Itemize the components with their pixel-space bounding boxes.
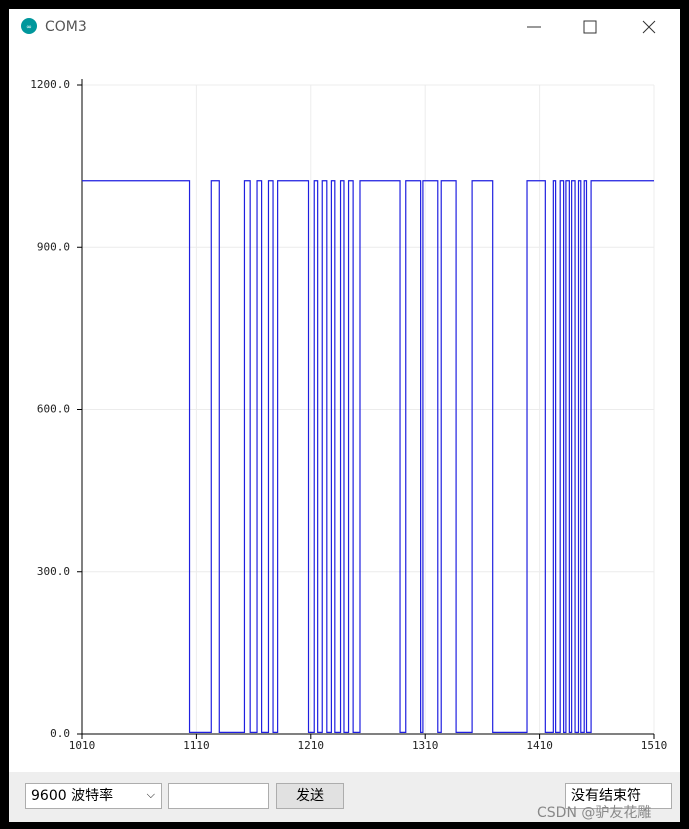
app-icon [21, 18, 37, 34]
x-tick-label: 1410 [526, 739, 553, 752]
line-ending-label: 没有结束符 [571, 788, 641, 804]
app-icon-glyph: ∞ [26, 23, 32, 31]
send-button[interactable]: 发送 [276, 783, 344, 809]
window: ∞ COM3 0.0 300.0 600.0 900.0 1200.0 1010 1110 1… [9, 9, 680, 822]
x-tick-label: 1310 [412, 739, 439, 752]
y-tick-label: 1200.0 [30, 78, 70, 91]
window-title: COM3 [45, 19, 87, 35]
baud-label: 9600 波特率 [31, 788, 114, 804]
chart: 0.0 300.0 600.0 900.0 1200.0 1010 1110 1210 1310… [30, 78, 667, 752]
data-line [82, 180, 654, 733]
x-tick-label: 1010 [69, 739, 96, 752]
y-tick-label: 0.0 [50, 727, 70, 740]
control-bar: 9600 波特率 ⌵ 发送 没有结束符 CSDN @驴友花雕 [9, 772, 680, 822]
x-tick-label: 1510 [641, 739, 668, 752]
baud-select[interactable]: 9600 波特率 ⌵ [25, 783, 162, 809]
line-ending-select[interactable]: 没有结束符 [565, 783, 672, 809]
y-tick-label: 600.0 [37, 403, 70, 416]
plot-window: ∞ COM3 0.0 300.0 600.0 900.0 1200.0 1010 1110 1… [21, 18, 667, 752]
y-tick-label: 300.0 [37, 565, 70, 578]
send-input[interactable] [168, 783, 269, 809]
maximize-button[interactable] [583, 20, 597, 34]
x-tick-label: 1210 [298, 739, 325, 752]
x-tick-label: 1110 [183, 739, 210, 752]
close-button[interactable] [642, 20, 656, 34]
watermark: CSDN @驴友花雕 [537, 805, 652, 821]
y-tick-label: 900.0 [37, 240, 70, 253]
